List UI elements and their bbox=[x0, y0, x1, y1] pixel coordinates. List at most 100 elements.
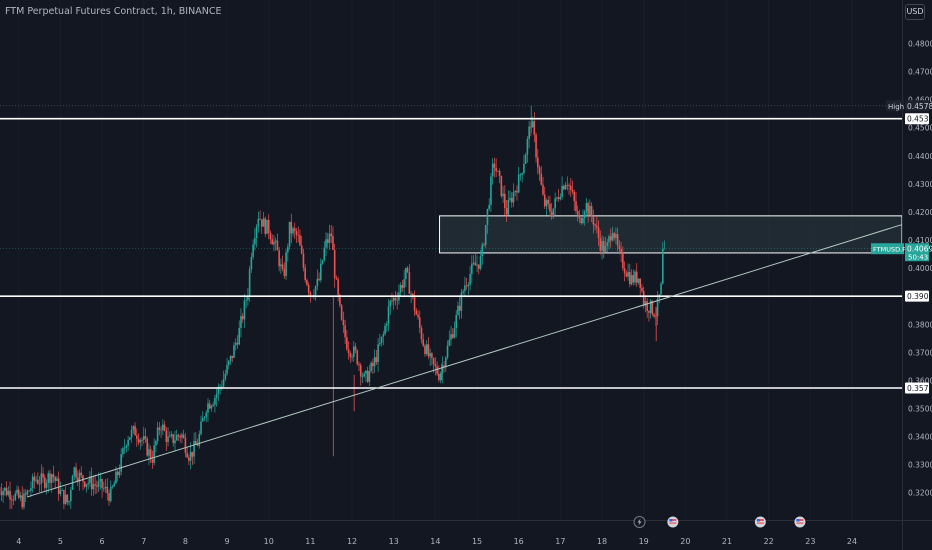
x-tick-label: 20 bbox=[680, 537, 690, 546]
candle-body bbox=[54, 477, 57, 481]
candle bbox=[156, 421, 159, 445]
candle bbox=[576, 205, 579, 222]
candle bbox=[528, 121, 530, 149]
candle-body bbox=[49, 473, 51, 483]
candle bbox=[17, 486, 20, 500]
candle bbox=[5, 481, 8, 497]
y-tick-label: 0.3400 bbox=[908, 433, 932, 442]
candle bbox=[653, 312, 655, 319]
candle bbox=[75, 462, 77, 482]
candle-body bbox=[264, 218, 267, 234]
candle-body bbox=[479, 256, 482, 269]
candle bbox=[609, 228, 612, 248]
candle-body bbox=[448, 339, 451, 346]
candle bbox=[340, 303, 343, 321]
candle bbox=[564, 181, 567, 190]
candle-body bbox=[137, 438, 140, 443]
currency-button[interactable]: USD bbox=[905, 4, 925, 20]
candle-body bbox=[96, 485, 98, 487]
candle bbox=[373, 349, 376, 374]
candle-body bbox=[134, 426, 136, 436]
candle-body bbox=[380, 336, 383, 344]
candle bbox=[207, 398, 209, 422]
candle bbox=[73, 466, 76, 481]
x-tick-label: 23 bbox=[805, 537, 815, 546]
candle-body bbox=[38, 483, 41, 485]
candle bbox=[118, 464, 121, 479]
candle-body bbox=[599, 238, 602, 251]
candle bbox=[262, 211, 265, 227]
high-label-bg bbox=[886, 100, 904, 112]
candle-body bbox=[629, 272, 631, 285]
candle bbox=[287, 243, 289, 262]
candle-body bbox=[90, 476, 93, 490]
candle bbox=[217, 383, 220, 401]
candle bbox=[259, 210, 261, 221]
candle bbox=[177, 433, 180, 441]
candle-body bbox=[45, 483, 48, 488]
candle-body bbox=[630, 275, 633, 285]
candle-body bbox=[559, 196, 562, 200]
candle bbox=[31, 473, 34, 493]
flash-event-icon[interactable] bbox=[633, 516, 646, 528]
chart-title: FTM Perpetual Futures Contract, 1h, BINA… bbox=[5, 6, 222, 17]
candle bbox=[215, 388, 218, 407]
candle bbox=[231, 355, 234, 363]
candle-body bbox=[370, 362, 372, 372]
candle bbox=[26, 489, 29, 497]
candle-body bbox=[623, 268, 626, 274]
candle bbox=[361, 372, 364, 383]
economic-event-flag-icon[interactable] bbox=[794, 516, 806, 528]
candle-body bbox=[432, 358, 435, 365]
candle bbox=[554, 192, 556, 216]
candle-body bbox=[644, 301, 647, 306]
candle bbox=[273, 234, 275, 252]
candle bbox=[569, 178, 572, 197]
candle-body bbox=[484, 225, 487, 246]
candle bbox=[594, 223, 596, 231]
y-tick-label: 0.4500 bbox=[908, 124, 932, 133]
candle bbox=[276, 233, 279, 251]
candle bbox=[606, 238, 609, 253]
candle bbox=[601, 235, 603, 260]
candle bbox=[234, 338, 237, 351]
candle bbox=[634, 269, 636, 286]
candle-body bbox=[396, 299, 398, 301]
candle bbox=[507, 190, 510, 216]
candle bbox=[155, 439, 157, 453]
candle bbox=[368, 364, 371, 387]
flag-icon-bg bbox=[754, 516, 766, 528]
candle bbox=[477, 264, 480, 275]
candle-body bbox=[536, 157, 539, 168]
candle-body bbox=[7, 490, 10, 496]
candle-body bbox=[604, 246, 607, 252]
candle-body bbox=[653, 314, 655, 317]
candle-body bbox=[80, 472, 83, 476]
y-tick-label: 0.4600 bbox=[908, 96, 932, 105]
candle-body bbox=[170, 434, 173, 436]
economic-event-flag-icon[interactable] bbox=[667, 516, 679, 528]
candle bbox=[646, 297, 648, 318]
current-price-label: 0.4069 bbox=[907, 245, 932, 254]
candle-body bbox=[227, 360, 230, 365]
candle-body bbox=[549, 204, 551, 212]
candle bbox=[462, 288, 464, 295]
candle-body bbox=[247, 295, 249, 301]
candle bbox=[257, 211, 260, 233]
candle-body bbox=[601, 241, 603, 251]
candle-body bbox=[21, 495, 24, 508]
economic-event-flag-icon[interactable] bbox=[754, 516, 766, 528]
candle-body bbox=[309, 292, 312, 296]
candle-body bbox=[569, 185, 572, 190]
candle bbox=[559, 193, 562, 201]
candle-body bbox=[304, 267, 306, 281]
candle bbox=[255, 224, 258, 248]
candle bbox=[227, 359, 230, 370]
candle-body bbox=[399, 284, 402, 293]
candle bbox=[398, 284, 400, 305]
candle-body bbox=[627, 272, 629, 277]
candle bbox=[446, 340, 449, 360]
candle-body bbox=[297, 234, 300, 236]
candle bbox=[193, 432, 195, 465]
